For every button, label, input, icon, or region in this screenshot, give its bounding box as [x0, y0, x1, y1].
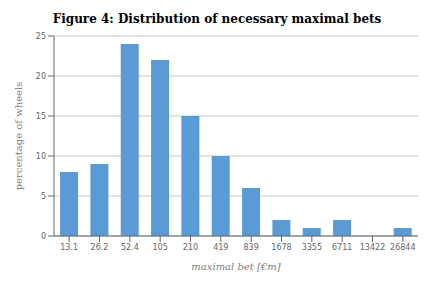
svg-text:15: 15	[36, 112, 46, 121]
svg-text:percentage of wheels: percentage of wheels	[13, 82, 24, 191]
svg-text:52.4: 52.4	[121, 243, 139, 252]
svg-text:839: 839	[244, 243, 259, 252]
svg-text:0: 0	[41, 232, 46, 241]
svg-text:maximal bet [€m]: maximal bet [€m]	[191, 261, 280, 272]
svg-text:13422: 13422	[360, 243, 385, 252]
svg-text:26.2: 26.2	[91, 243, 109, 252]
svg-text:210: 210	[183, 243, 198, 252]
svg-text:105: 105	[153, 243, 168, 252]
svg-text:5: 5	[41, 192, 46, 201]
svg-text:26844: 26844	[390, 243, 415, 252]
html-text:Figure 4: Distribution of nece: Figure 4: Distribution of necessary maxi…	[52, 12, 382, 26]
svg-text:25: 25	[36, 32, 46, 41]
svg-text:20: 20	[36, 72, 46, 81]
svg-text:1678: 1678	[271, 243, 291, 252]
svg-text:10: 10	[36, 152, 46, 161]
svg-text:13.1: 13.1	[60, 243, 78, 252]
svg-text:3355: 3355	[302, 243, 322, 252]
svg-text:419: 419	[213, 243, 228, 252]
svg-text:6711: 6711	[332, 243, 352, 252]
